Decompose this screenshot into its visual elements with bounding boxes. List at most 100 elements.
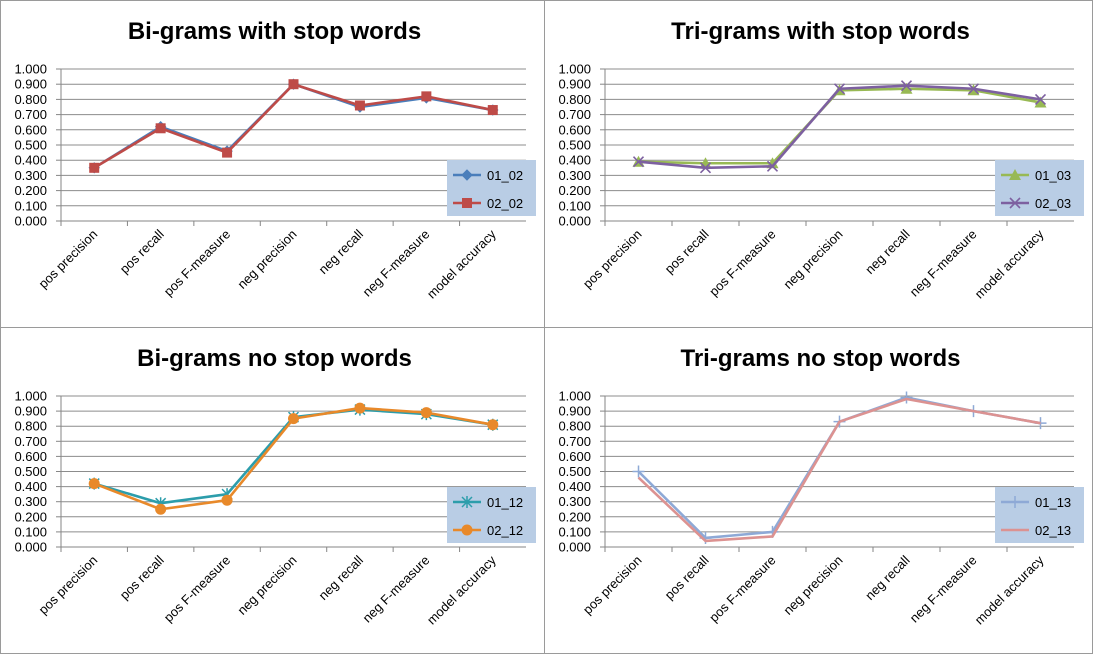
y-tick-label: 0.800: [14, 419, 47, 434]
x-tick-label: pos F-measure: [161, 227, 233, 299]
y-tick-label: 0.100: [558, 524, 591, 539]
y-tick-label: 0.900: [558, 77, 591, 92]
x-tick-label: pos F-measure: [706, 227, 778, 299]
data-point: [833, 83, 846, 95]
x-tick-label: pos recall: [117, 552, 167, 602]
x-tick-label: pos recall: [662, 226, 712, 276]
legend-label: 02_13: [1035, 523, 1071, 538]
data-point: [421, 91, 432, 102]
y-tick-label: 0.700: [558, 107, 591, 122]
y-tick-label: 0.000: [14, 540, 47, 555]
data-point: [155, 123, 166, 134]
data-point: [487, 419, 499, 431]
x-tick-label: neg precision: [234, 227, 299, 292]
x-tick-label: pos precision: [580, 227, 645, 292]
y-tick-label: 0.400: [14, 153, 47, 168]
data-point: [632, 465, 645, 478]
y-tick-label: 0.800: [558, 92, 591, 107]
y-tick-label: 0.600: [14, 449, 47, 464]
legend: 01_13 02_13: [995, 487, 1084, 543]
legend-label: 01_03: [1035, 168, 1071, 183]
y-tick-label: 0.700: [14, 434, 47, 449]
x-tick-label: pos precision: [580, 553, 645, 618]
data-point: [900, 82, 913, 94]
series-line: [638, 84, 1041, 170]
data-point: [155, 503, 167, 515]
legend-marker: [462, 198, 472, 208]
x-tick-label: model accuracy: [972, 226, 1047, 301]
legend-marker: [461, 169, 473, 181]
x-tick-label: model accuracy: [972, 552, 1047, 627]
data-point: [288, 413, 299, 425]
legend-marker: [1009, 197, 1021, 209]
data-point: [1034, 96, 1047, 108]
data-point: [487, 105, 498, 116]
data-point: [420, 407, 432, 419]
y-tick-label: 0.600: [14, 122, 47, 137]
data-point: [354, 100, 365, 111]
series-01-03: [632, 82, 1047, 169]
y-tick-label: 0.100: [14, 524, 47, 539]
y-tick-label: 0.400: [14, 479, 47, 494]
x-tick-label: neg precision: [780, 553, 845, 618]
data-point: [88, 478, 100, 490]
y-tick-label: 1.000: [558, 389, 591, 404]
y-tick-label: 0.900: [14, 404, 47, 419]
chart-title: Bi-grams no stop words: [137, 345, 412, 372]
data-point: [1034, 93, 1047, 105]
x-tick-label: neg recall: [862, 552, 913, 603]
y-tick-label: 0.000: [558, 214, 591, 229]
y-tick-label: 0.800: [14, 92, 47, 107]
y-tick-label: 0.300: [558, 168, 591, 183]
chart-title: Bi-grams with stop words: [128, 18, 421, 45]
data-point: [766, 160, 779, 172]
y-tick-label: 0.400: [558, 479, 591, 494]
chart-panel-bigrams-no-stop-words: Bi-grams no stop words 0.000 0.100 0.200 0.3…: [0, 327, 545, 654]
data-point: [222, 147, 233, 158]
data-point: [967, 83, 980, 95]
y-tick-label: 0.000: [558, 540, 591, 555]
legend-marker: [1009, 496, 1021, 508]
legend-marker: [461, 496, 473, 508]
legend-box: [995, 160, 1084, 216]
data-point: [900, 391, 913, 404]
data-point: [354, 402, 366, 414]
data-point: [900, 80, 913, 92]
x-tick-label: pos F-measure: [706, 553, 778, 625]
y-tick-label: 0.100: [14, 198, 47, 213]
y-tick-label: 0.500: [14, 138, 47, 153]
legend-label: 02_03: [1035, 196, 1071, 211]
legend-label: 01_13: [1035, 495, 1071, 510]
legend-label: 01_12: [487, 495, 523, 510]
data-point: [699, 162, 712, 174]
y-tick-label: 1.000: [558, 62, 591, 77]
x-tick-label: neg precision: [780, 227, 845, 292]
y-tick-label: 0.500: [558, 464, 591, 479]
legend: 01_03 02_03: [995, 160, 1084, 216]
y-tick-label: 0.600: [558, 449, 591, 464]
chart-svg: Bi-grams no stop words 0.0000.1000.2000.3…: [14, 345, 536, 628]
chart-panel-trigrams-no-stop-words: Tri-grams no stop words 0.000 0.100 0.200 0.…: [544, 327, 1093, 654]
x-tick-label: neg recall: [316, 226, 367, 277]
x-tick-label: neg recall: [862, 226, 913, 277]
x-tick-label: neg F-measure: [907, 227, 980, 300]
legend: 01_12 02_12: [447, 487, 536, 543]
chart-title: Tri-grams no stop words: [680, 345, 960, 372]
legend: 01_02 02_02: [447, 160, 536, 216]
x-tick-label: neg F-measure: [360, 553, 433, 626]
data-point: [632, 156, 645, 168]
y-tick-label: 0.900: [14, 77, 47, 92]
y-tick-label: 0.800: [558, 419, 591, 434]
x-tick-label: neg F-measure: [360, 227, 433, 300]
x-tick-label: neg recall: [316, 552, 367, 603]
series-01-02: [88, 78, 499, 174]
series-02-12: [88, 402, 499, 515]
y-tick-label: 0.500: [558, 138, 591, 153]
legend-marker: [1009, 169, 1021, 180]
y-tick-label: 0.200: [558, 509, 591, 524]
y-tick-label: 0.600: [558, 122, 591, 137]
data-point: [89, 162, 100, 173]
data-point: [288, 79, 299, 90]
y-tick-label: 1.000: [14, 62, 47, 77]
